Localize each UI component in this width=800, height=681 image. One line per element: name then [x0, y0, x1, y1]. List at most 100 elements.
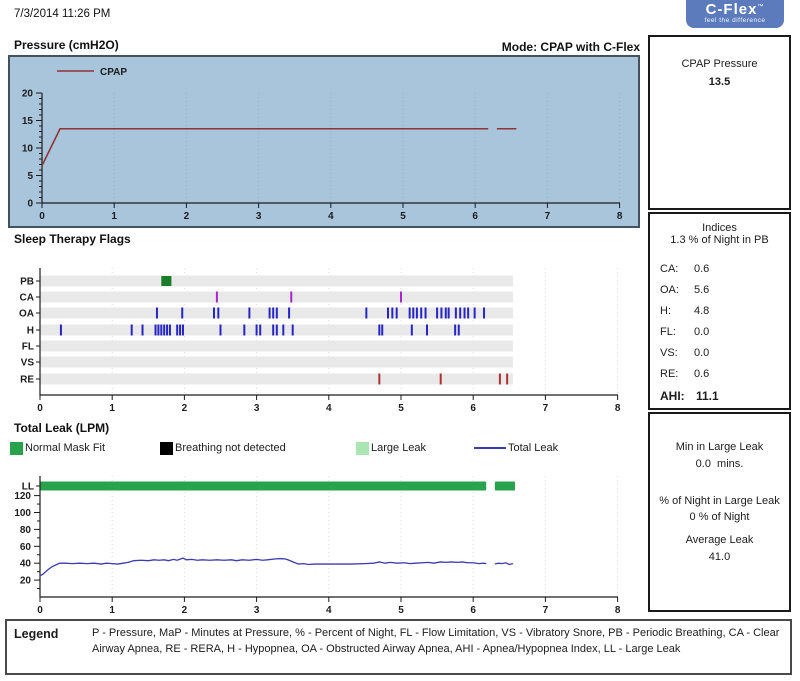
flag-event-oa [483, 308, 485, 319]
index-row-re: RE:0.6 [660, 368, 789, 389]
svg-text:3: 3 [256, 211, 262, 222]
svg-text:7: 7 [543, 605, 549, 616]
flag-event-oa [412, 308, 414, 319]
flag-event-oa [156, 308, 158, 319]
flags-section-title: Sleep Therapy Flags [14, 232, 131, 246]
index-label: RE: [660, 368, 694, 380]
legend-item-breathing-not-detected: Breathing not detected [160, 440, 286, 456]
abbreviation-legend-box: Legend P - Pressure, MaP - Minutes at Pr… [5, 619, 792, 675]
min-large-leak-value: 0.0 mins. [650, 458, 789, 470]
flag-row-band [40, 276, 513, 287]
flag-event-h [259, 325, 261, 336]
svg-text:OA: OA [19, 309, 34, 320]
cpap-line [42, 129, 488, 166]
index-value: 5.6 [694, 284, 709, 296]
svg-text:2: 2 [182, 403, 188, 414]
svg-text:10: 10 [22, 144, 34, 155]
cpap-pressure-value: 13.5 [650, 76, 789, 88]
svg-text:1: 1 [109, 605, 115, 616]
pressure-chart-svg: CPAP05101520012345678 [10, 57, 638, 231]
flag-event-h [411, 325, 413, 336]
svg-text:6: 6 [470, 605, 476, 616]
svg-text:4: 4 [326, 605, 332, 616]
large-leak-swatch [356, 442, 369, 455]
flag-event-re [499, 374, 501, 385]
flag-event-ca [290, 292, 292, 303]
svg-text:7: 7 [543, 403, 549, 414]
large-leak-bar [495, 482, 515, 491]
total-leak-line [40, 558, 486, 576]
indices-rows: CA:0.6 OA:5.6 H:4.8 FL:0.0 VS:0.0 RE:0.6… [650, 263, 789, 410]
flag-event-oa [365, 308, 367, 319]
flag-event-oa [445, 308, 447, 319]
pct-large-leak-title: % of Night in Large Leak [650, 495, 789, 507]
svg-text:8: 8 [615, 403, 621, 414]
flag-row-band [40, 357, 513, 368]
flag-event-oa [416, 308, 418, 319]
svg-text:0: 0 [37, 403, 43, 414]
flag-event-h [426, 325, 428, 336]
svg-text:6: 6 [470, 403, 476, 414]
flag-event-ca [216, 292, 218, 303]
index-row-ahi: AHI:11.1 [660, 389, 789, 410]
flag-event-oa [409, 308, 411, 319]
flag-event-oa [288, 308, 290, 319]
leak-section-title: Total Leak (LPM) [14, 421, 109, 435]
flag-event-h [155, 325, 157, 336]
flag-event-oa [272, 308, 274, 319]
ahi-label: AHI: [660, 389, 696, 403]
indices-box: Indices 1.3 % of Night in PB CA:0.6 OA:5… [648, 212, 791, 410]
index-label: OA: [660, 284, 694, 296]
svg-text:8: 8 [615, 605, 621, 616]
svg-text:PB: PB [20, 277, 34, 288]
normal-mask-fit-swatch [10, 442, 23, 455]
min-large-leak-title: Min in Large Leak [650, 441, 789, 453]
flag-event-h [160, 325, 162, 336]
svg-text:100: 100 [14, 508, 31, 519]
cflex-logo-title: C-Flex™ [686, 0, 784, 17]
total-leak-chart: LL20406080100120012345678 [8, 462, 640, 622]
flag-block-pb [161, 276, 171, 286]
flag-event-oa [213, 308, 215, 319]
svg-text:VS: VS [21, 358, 35, 369]
svg-text:RE: RE [20, 375, 34, 386]
index-row-ca: CA:0.6 [660, 263, 789, 284]
svg-text:3: 3 [254, 605, 260, 616]
index-value: 0.6 [694, 368, 709, 380]
svg-text:CPAP: CPAP [100, 67, 127, 78]
flag-row-band [40, 341, 513, 352]
flag-event-oa [420, 308, 422, 319]
legend-item-total-leak: Total Leak [474, 440, 558, 456]
report-datetime: 7/3/2014 11:26 PM [14, 8, 110, 20]
flag-event-oa [425, 308, 427, 319]
flag-event-re [378, 374, 380, 385]
flag-event-h [256, 325, 258, 336]
svg-text:80: 80 [20, 525, 32, 536]
flag-event-oa [217, 308, 219, 319]
flag-event-oa [391, 308, 393, 319]
index-value: 0.6 [694, 263, 709, 275]
pressure-chart: CPAP05101520012345678 [8, 55, 640, 228]
ahi-value: 11.1 [696, 389, 719, 403]
flag-event-h [272, 325, 274, 336]
flag-event-oa [464, 308, 466, 319]
flag-event-oa [474, 308, 476, 319]
svg-text:0: 0 [27, 199, 33, 210]
legend-item-large-leak: Large Leak [356, 440, 426, 456]
flag-event-h [276, 325, 278, 336]
report-page: 7/3/2014 11:26 PM C-Flex™ feel the diffe… [0, 0, 800, 681]
flag-event-ca [400, 292, 402, 303]
flag-event-h [378, 325, 380, 336]
trademark-symbol: ™ [757, 4, 764, 10]
svg-text:0: 0 [37, 605, 43, 616]
legend-box-text: P - Pressure, MaP - Minutes at Pressure,… [92, 625, 790, 657]
flags-chart-canvas: PBCAOAHFLVSRE012345678 [8, 246, 640, 416]
pressure-chart-canvas: CPAP05101520012345678 [10, 57, 638, 226]
index-row-vs: VS:0.0 [660, 347, 789, 368]
flag-event-h [179, 325, 181, 336]
svg-text:5: 5 [400, 211, 406, 222]
flag-event-oa [448, 308, 450, 319]
index-value: 4.8 [694, 305, 709, 317]
cflex-logo-text: C-Flex [706, 1, 758, 18]
svg-text:60: 60 [20, 542, 32, 553]
